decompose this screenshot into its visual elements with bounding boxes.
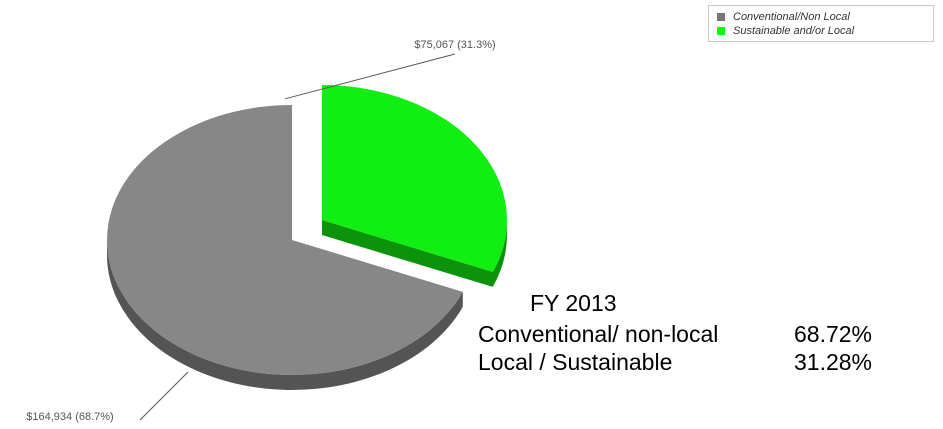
- pie-slice-conventional: [106, 104, 463, 375]
- fy-summary: FY 2013 Conventional/ non-local 68.72% L…: [478, 287, 908, 376]
- slice-label-sustainable: $75,067 (31.3%): [414, 39, 495, 51]
- summary-row-value: 68.72%: [794, 321, 873, 347]
- chart-legend: Conventional/Non Local Sustainable and/o…: [708, 5, 934, 42]
- legend-item-sustainable: Sustainable and/or Local: [717, 24, 933, 38]
- legend-swatch-sustainable: [717, 27, 725, 35]
- summary-row-conventional: Conventional/ non-local 68.72%: [478, 320, 908, 348]
- pie-slice-side-sustainable: [321, 85, 507, 287]
- slice-labels-group: $75,067 (31.3%) $164,934 (68.7%): [26, 39, 495, 423]
- summary-row-value: 31.28%: [794, 349, 873, 375]
- summary-row-name: Conventional/ non-local: [478, 321, 719, 347]
- legend-label-conventional: Conventional/Non Local: [733, 11, 850, 23]
- leader-line-conventional: [139, 371, 189, 421]
- legend-swatch-conventional: [717, 13, 725, 21]
- legend-item-conventional: Conventional/Non Local: [717, 10, 933, 24]
- summary-row-local: Local / Sustainable 31.28%: [478, 348, 908, 376]
- summary-row-name: Local / Sustainable: [478, 349, 673, 375]
- pie-slices-group: [106, 85, 507, 390]
- summary-title: FY 2013: [530, 290, 617, 316]
- leader-line-sustainable: [284, 53, 456, 100]
- legend-label-sustainable: Sustainable and/or Local: [733, 25, 855, 37]
- pie-slice-sustainable: [321, 85, 507, 272]
- slice-label-conventional: $164,934 (68.7%): [26, 411, 113, 423]
